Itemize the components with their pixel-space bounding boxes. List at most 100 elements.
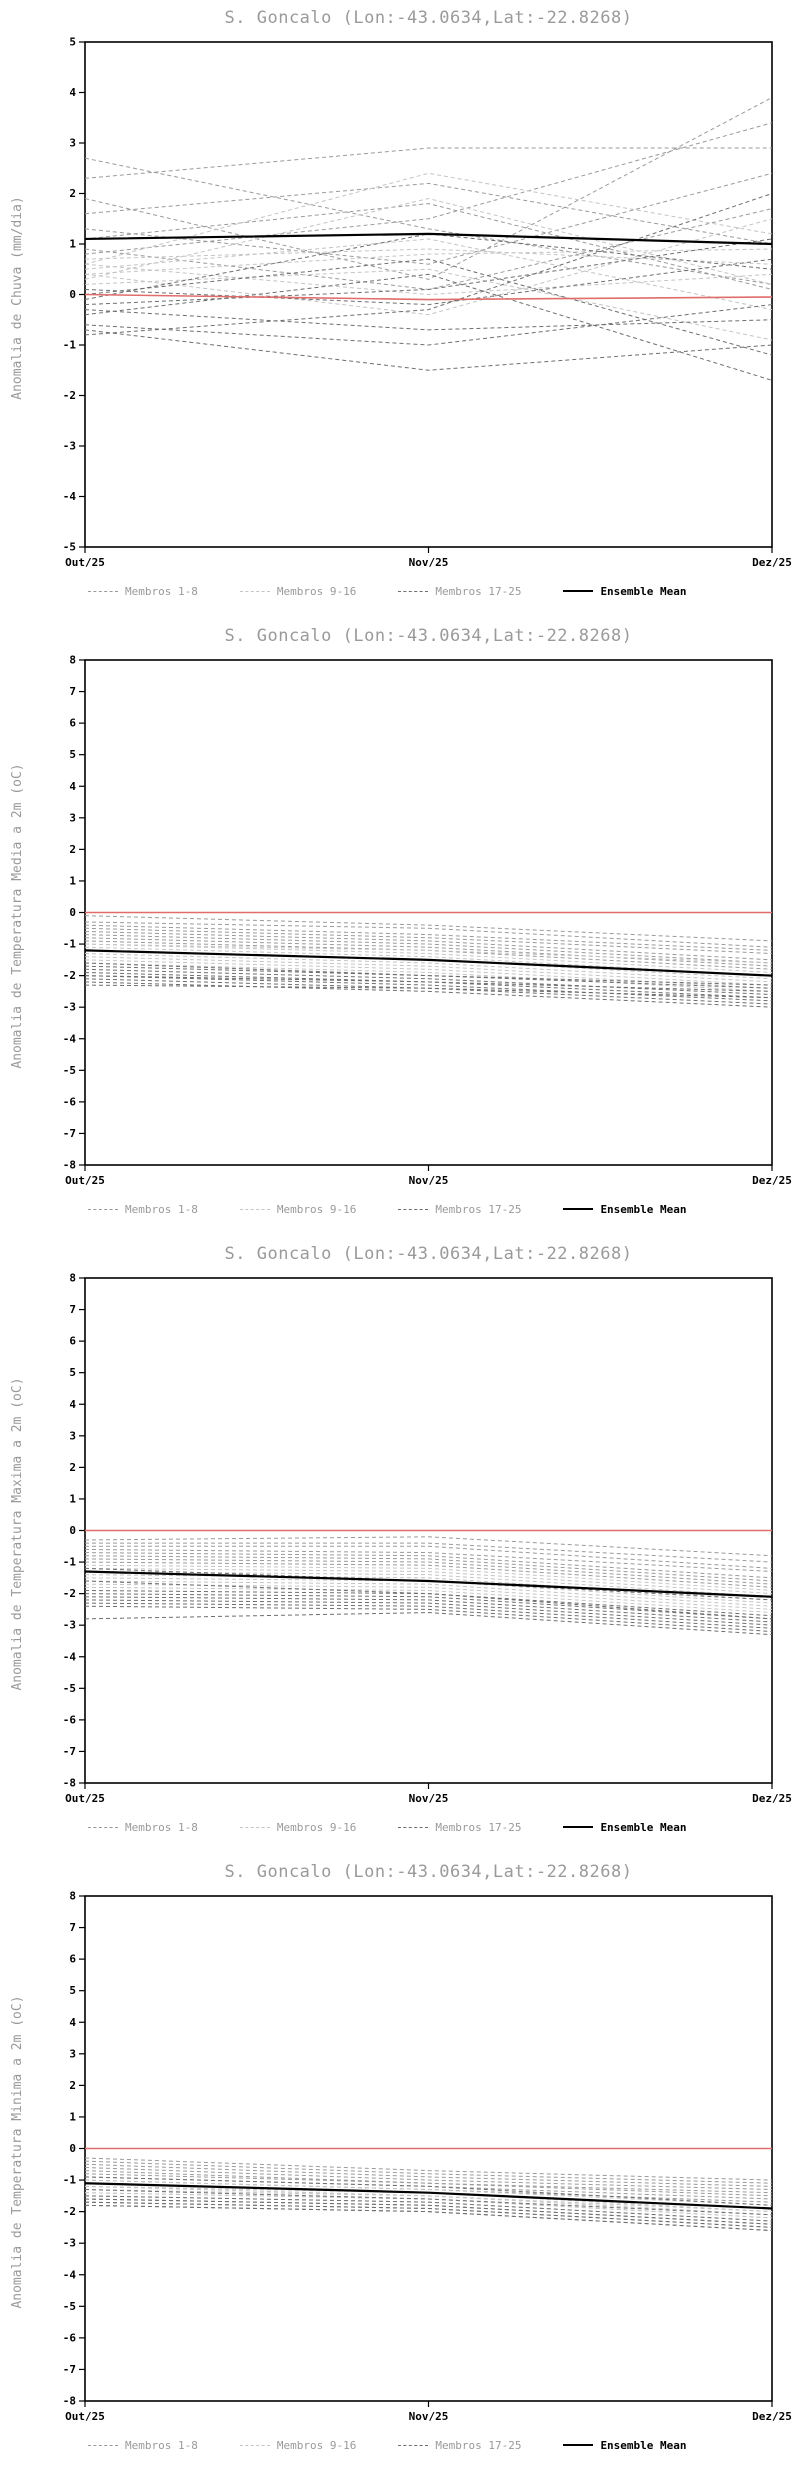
legend-item-members-17-25: Membros 17-25 <box>398 1203 521 1216</box>
chart-panel-rain-anomaly: S. Goncalo (Lon:-43.0634,Lat:-22.8268) -… <box>0 0 800 618</box>
svg-text:8: 8 <box>69 1890 76 1903</box>
svg-text:-2: -2 <box>63 969 76 982</box>
svg-text:-5: -5 <box>63 1064 76 1077</box>
chart-panel-max-temp-anomaly: S. Goncalo (Lon:-43.0634,Lat:-22.8268) -… <box>0 1236 800 1854</box>
svg-text:-1: -1 <box>63 1556 77 1569</box>
legend-label: Membros 17-25 <box>435 2438 522 2452</box>
svg-text:-4: -4 <box>63 1032 77 1045</box>
dashed-line-swatch <box>88 1826 118 1828</box>
solid-line-swatch <box>563 590 594 592</box>
svg-text:Out/25: Out/25 <box>65 556 105 569</box>
legend-label: Membros 9-16 <box>276 2438 357 2452</box>
legend-item-members-9-16: Membros 9-16 <box>239 584 357 598</box>
svg-text:3: 3 <box>69 1429 76 1442</box>
svg-text:Dez/25: Dez/25 <box>752 2410 792 2423</box>
svg-text:6: 6 <box>69 1953 76 1966</box>
legend-label: Membros 1-8 <box>125 1820 198 1834</box>
svg-text:-5: -5 <box>63 541 76 554</box>
solid-line-swatch <box>563 1208 594 1210</box>
svg-text:-6: -6 <box>63 1713 77 1726</box>
svg-text:4: 4 <box>69 780 76 793</box>
dashed-line-swatch <box>239 1826 270 1828</box>
chart-title: S. Goncalo (Lon:-43.0634,Lat:-22.8268) <box>224 1244 633 1264</box>
plot-canvas: -8 -7 -6 -5 -4 -3 -2 -1 0 1 2 3 4 5 6 7 8 Out/25 Nov/25 Dez… <box>63 1890 792 2424</box>
dashed-line-swatch <box>88 590 118 592</box>
legend-label: Membros 17-25 <box>435 1202 522 1216</box>
chart-title: S. Goncalo (Lon:-43.0634,Lat:-22.8268) <box>224 626 633 646</box>
svg-text:4: 4 <box>69 2016 76 2029</box>
svg-text:Nov/25: Nov/25 <box>409 2410 449 2423</box>
legend-label: Ensemble Mean <box>600 2438 687 2452</box>
svg-text:-4: -4 <box>63 2268 77 2281</box>
svg-text:5: 5 <box>69 748 76 761</box>
svg-text:0: 0 <box>69 906 76 919</box>
svg-text:8: 8 <box>69 1272 76 1285</box>
legend-item-ensemble-mean: Ensemble Mean <box>563 1203 687 1216</box>
svg-text:-8: -8 <box>63 1159 76 1172</box>
legend-item-members-1-8: Membros 1-8 <box>88 1203 198 1216</box>
svg-text:-6: -6 <box>63 1095 77 1108</box>
dashed-line-swatch <box>398 1208 429 1210</box>
chart-title: S. Goncalo (Lon:-43.0634,Lat:-22.8268) <box>224 8 633 28</box>
dashed-line-swatch <box>398 1826 429 1828</box>
dashed-line-swatch <box>398 2444 429 2446</box>
dashed-line-swatch <box>88 2444 118 2446</box>
svg-text:-1: -1 <box>63 938 77 951</box>
plot-canvas: -8 -7 -6 -5 -4 -3 -2 -1 0 1 2 3 4 5 6 7 8 Out/25 Nov/25 Dez… <box>63 654 792 1188</box>
svg-text:3: 3 <box>69 137 76 150</box>
svg-text:5: 5 <box>69 1366 76 1379</box>
svg-text:0: 0 <box>69 2142 76 2155</box>
svg-text:1: 1 <box>69 2110 76 2123</box>
plot-area: -8 -7 -6 -5 -4 -3 -2 -1 0 1 2 3 4 5 6 7 8 Out/25 Nov/25 Dez… <box>0 1268 800 1813</box>
svg-text:-7: -7 <box>63 2363 76 2376</box>
svg-text:7: 7 <box>69 1921 76 1934</box>
legend-item-ensemble-mean: Ensemble Mean <box>563 2438 687 2452</box>
legend-item-members-1-8: Membros 1-8 <box>88 585 198 598</box>
svg-text:-6: -6 <box>63 2331 77 2344</box>
svg-text:2: 2 <box>69 2079 76 2092</box>
legend-item-ensemble-mean: Ensemble Mean <box>563 584 687 598</box>
svg-text:-5: -5 <box>63 1682 76 1695</box>
svg-text:-1: -1 <box>63 339 77 352</box>
svg-text:-3: -3 <box>63 1001 76 1014</box>
svg-text:Dez/25: Dez/25 <box>752 1792 792 1805</box>
svg-text:-7: -7 <box>63 1745 76 1758</box>
svg-text:2: 2 <box>69 1461 76 1474</box>
svg-text:0: 0 <box>69 1524 76 1537</box>
svg-text:4: 4 <box>69 1398 76 1411</box>
svg-text:Dez/25: Dez/25 <box>752 1174 792 1187</box>
plot-area: -8 -7 -6 -5 -4 -3 -2 -1 0 1 2 3 4 5 6 7 8 Out/25 Nov/25 Dez… <box>0 650 800 1195</box>
svg-text:3: 3 <box>69 2047 76 2060</box>
legend-item-members-1-8: Membros 1-8 <box>88 1821 198 1834</box>
svg-text:1: 1 <box>69 874 76 887</box>
dashed-line-swatch <box>239 1208 270 1210</box>
legend-label: Membros 1-8 <box>125 1202 198 1216</box>
plot-canvas: -5 -4 -3 -2 -1 0 1 2 3 4 5 Out/25 Nov/25 Dez/25 <box>63 36 792 570</box>
svg-text:-7: -7 <box>63 1127 76 1140</box>
legend-label: Ensemble Mean <box>600 1820 687 1834</box>
svg-text:-3: -3 <box>63 2237 76 2250</box>
svg-text:-4: -4 <box>63 1650 77 1663</box>
svg-text:-2: -2 <box>63 389 76 402</box>
svg-text:-5: -5 <box>63 2300 76 2313</box>
svg-text:-3: -3 <box>63 1619 76 1632</box>
legend-item-members-1-8: Membros 1-8 <box>88 2439 198 2452</box>
dashed-line-swatch <box>88 1208 118 1210</box>
svg-text:-3: -3 <box>63 440 76 453</box>
legend-label: Membros 17-25 <box>435 1820 522 1834</box>
svg-text:7: 7 <box>69 1303 76 1316</box>
legend-item-ensemble-mean: Ensemble Mean <box>563 1820 687 1834</box>
svg-text:Out/25: Out/25 <box>65 1792 105 1805</box>
plot-area: -8 -7 -6 -5 -4 -3 -2 -1 0 1 2 3 4 5 6 7 8 Out/25 Nov/25 Dez… <box>0 1886 800 2431</box>
svg-text:6: 6 <box>69 717 76 730</box>
solid-line-swatch <box>563 2444 594 2446</box>
legend-item-members-17-25: Membros 17-25 <box>398 585 521 598</box>
legend-label: Membros 9-16 <box>276 1202 357 1216</box>
svg-text:Nov/25: Nov/25 <box>409 1792 449 1805</box>
legend-item-members-17-25: Membros 17-25 <box>398 2439 521 2452</box>
legend-label: Membros 9-16 <box>276 584 357 598</box>
legend-label: Ensemble Mean <box>600 584 687 598</box>
svg-text:6: 6 <box>69 1335 76 1348</box>
svg-text:-8: -8 <box>63 2395 76 2408</box>
svg-text:5: 5 <box>69 1984 76 1997</box>
